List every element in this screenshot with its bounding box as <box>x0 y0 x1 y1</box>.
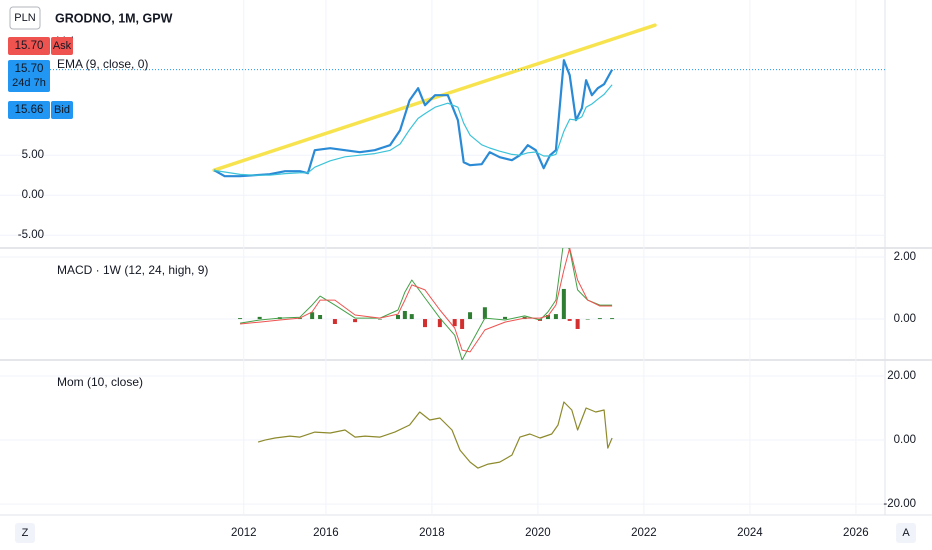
y-tick-label: -20.00 <box>883 498 916 510</box>
marks <box>50 23 885 469</box>
histogram-bar <box>575 319 580 329</box>
legend-entry: EMA (9, close, 0) <box>57 57 148 71</box>
axis-button[interactable] <box>15 523 35 543</box>
pane <box>238 248 615 360</box>
histogram-bar <box>437 319 442 328</box>
y-tick-label: 5.00 <box>22 149 44 161</box>
pane-title: Mom (10, close) <box>57 375 143 389</box>
histogram-bar <box>553 314 558 320</box>
price-tag <box>8 60 50 92</box>
x-tick-label: 2018 <box>419 527 445 539</box>
histogram-bar <box>452 319 457 327</box>
trend-line <box>212 23 657 172</box>
price-tag <box>8 101 50 119</box>
y-tick-label: 0.00 <box>894 313 916 325</box>
chart-title: GRODNO, 1M, GPW <box>55 11 173 25</box>
histogram-bar <box>318 315 323 320</box>
histogram-bar <box>482 307 487 320</box>
axis-button[interactable] <box>896 523 916 543</box>
x-tick-label: 2012 <box>231 527 257 539</box>
series-line <box>240 248 613 360</box>
histogram-bar <box>332 319 337 325</box>
pane-title: MACD · 1W (12, 24, high, 9) <box>57 263 208 277</box>
series-line <box>240 248 613 353</box>
price-tag-value: 15.70 <box>15 40 44 52</box>
histogram-bar <box>561 288 566 320</box>
histogram-bar <box>545 315 550 320</box>
histogram-bar <box>353 319 358 323</box>
series-line <box>257 401 613 469</box>
histogram-bar <box>238 318 243 320</box>
currency: PLN <box>14 12 35 24</box>
x-tick-label: 2016 <box>313 527 339 539</box>
histogram-bar <box>310 312 315 320</box>
y-tick-label: -5.00 <box>18 229 44 241</box>
x-tick-label: 2020 <box>525 527 551 539</box>
price-tag-side <box>51 37 73 55</box>
x-tick-label: 2026 <box>843 527 869 539</box>
grid <box>0 0 885 515</box>
histogram-bar <box>503 316 508 320</box>
price-tag-note: 24d 7h <box>12 77 46 89</box>
price-tag <box>8 37 50 55</box>
price-tag-value: 15.66 <box>15 104 44 116</box>
histogram-bar <box>597 318 602 320</box>
price-tag-note: Ask <box>53 40 72 52</box>
price-tag-side <box>51 101 73 119</box>
histogram-bar <box>257 316 262 320</box>
histogram-bar <box>423 319 428 328</box>
histogram-bar <box>567 319 572 321</box>
y-tick-label: 20.00 <box>887 370 916 382</box>
histogram-bar <box>402 310 407 320</box>
axis-button-label[interactable]: A <box>902 527 910 539</box>
price-tag-note: Bid <box>54 104 70 116</box>
labels: 2012 2016 2018 2020 2022 2024 2026 5.00 0.00 -5.0… <box>8 6 916 543</box>
x-tick-label: 2024 <box>737 527 763 539</box>
axis-button-label[interactable]: Z <box>22 527 29 539</box>
price-tag-value: 15.70 <box>15 63 44 75</box>
currency-box <box>9 6 41 30</box>
y-tick-label: 0.00 <box>22 189 44 201</box>
histogram-bar <box>377 319 382 320</box>
histogram-bar <box>409 314 414 320</box>
x-tick-label: 2022 <box>631 527 657 539</box>
y-tick-label: 0.00 <box>894 434 916 446</box>
histogram-bar <box>460 319 465 329</box>
pane <box>212 23 657 178</box>
pane <box>257 401 613 469</box>
histogram-bar <box>395 315 400 320</box>
histogram-bar <box>468 312 473 320</box>
histogram-bar <box>610 318 615 320</box>
series-line <box>214 84 613 176</box>
series-line <box>213 59 614 178</box>
histogram-bar <box>585 319 590 320</box>
y-tick-label: 2.00 <box>894 251 916 263</box>
